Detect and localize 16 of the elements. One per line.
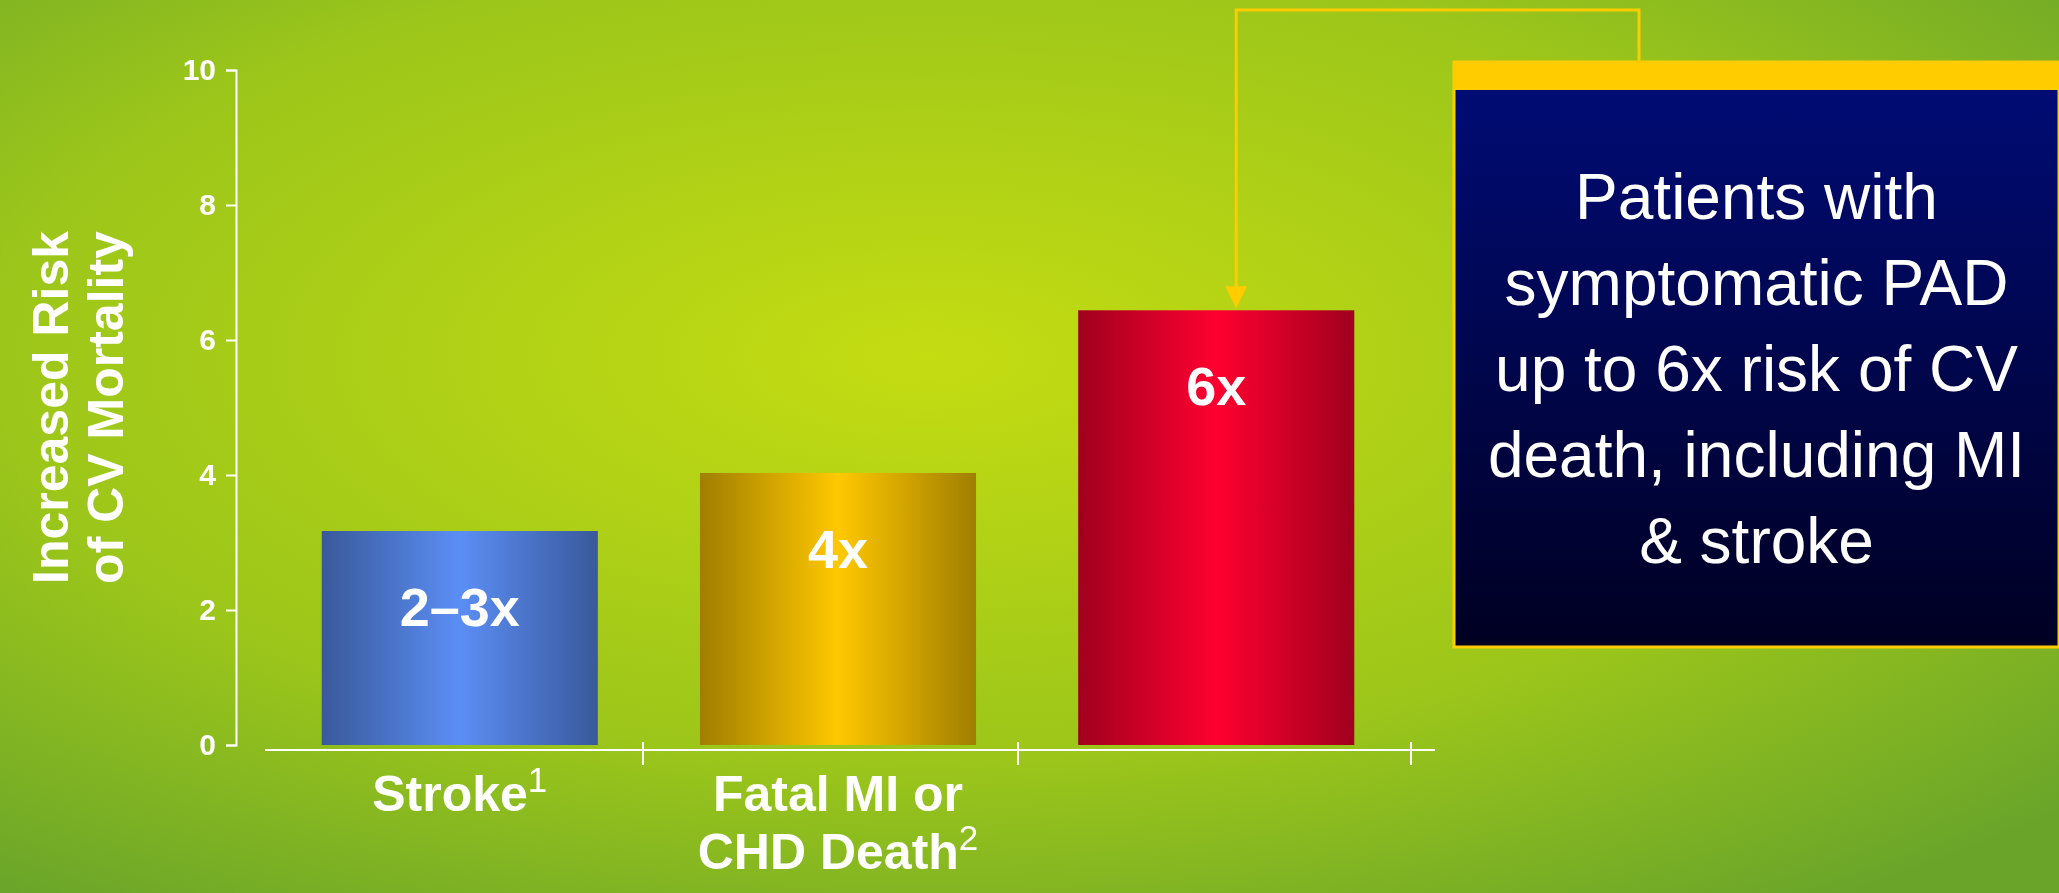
x-tick-label: Stroke$^{1}$ [372,759,548,822]
y-tick-label: 10 [182,53,216,87]
bar [1078,310,1355,745]
text: Patients with symptomatic PAD up to 6x risk of CV death, including MI & stroke [1487,160,2026,577]
x-tick-label: Fatal MI or CHD Death$^{2}$ [697,766,979,880]
y-tick-label: 8 [199,188,216,222]
bar [321,531,598,745]
data-label: 6x [1186,356,1247,417]
data-label: 4x [807,518,869,579]
y-tick-label: 4 [199,458,217,492]
y-axis-title: Increased Risk of CV Mortality [23,230,134,584]
data-label: 2–3x [399,577,520,638]
bar [699,472,977,745]
y-tick-label: 2 [199,593,216,627]
y-tick-label: 0 [199,728,216,762]
y-tick-label: 6 [199,323,216,357]
